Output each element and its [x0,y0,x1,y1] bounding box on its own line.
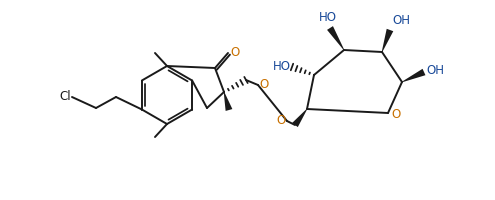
Text: O: O [259,77,268,90]
Text: HO: HO [319,11,337,24]
Text: O: O [391,108,400,121]
Text: HO: HO [273,60,291,72]
Polygon shape [382,29,394,52]
Text: O: O [230,46,239,58]
Polygon shape [224,92,232,111]
Polygon shape [327,26,344,50]
Text: OH: OH [426,64,444,77]
Polygon shape [402,69,425,82]
Text: Cl: Cl [59,90,71,102]
Text: O: O [277,114,286,128]
Text: OH: OH [392,14,410,27]
Polygon shape [292,109,307,127]
